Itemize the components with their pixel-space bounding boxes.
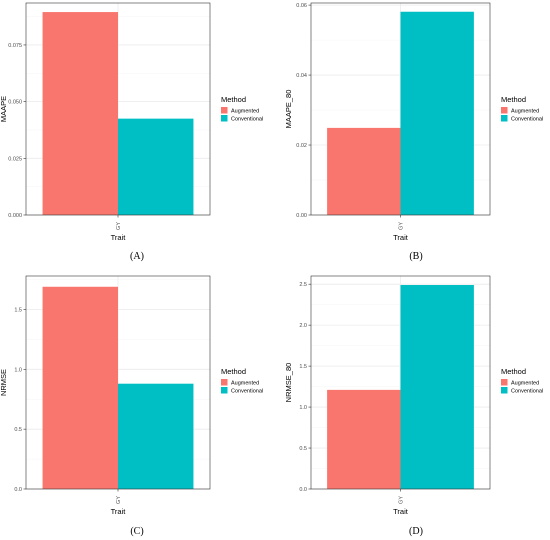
chart-panel-1: 0.000 0.025 0.050 0.075 GY Trait MAAPE Method Au… [0,2,263,262]
y-tick-label: 0.5 [14,427,22,433]
legend-key-augmented [501,107,508,114]
legend-title: Method [501,95,526,104]
bar-augmented [42,12,119,215]
bar-conventional [118,118,194,215]
x-axis-title: Trait [393,233,409,242]
legend-key-augmented [501,379,508,386]
legend-title: Method [221,367,246,376]
y-tick-label: 0.000 [8,213,22,219]
y-tick-label: 1.0 [299,405,307,411]
y-tick-label: 0.5 [299,446,307,452]
y-tick-label: 2.5 [299,282,307,288]
legend-key-augmented [221,107,228,114]
legend: Method Augmented Conventional [221,95,263,122]
panel-label: (B) [409,251,422,262]
y-tick-label: 2.0 [299,323,307,329]
x-tick-label: GY [116,222,122,230]
bar-augmented [327,389,401,489]
legend-key-conventional [221,115,228,122]
y-tick-label: 0.0 [299,487,307,493]
bar-conventional [400,11,474,215]
chart-panel-2: 0.00 0.02 0.04 0.06 GY Trait MAAPE_80 Method Aug… [284,2,543,262]
legend: Method Augmented Conventional [501,367,543,394]
legend-key-conventional [501,387,508,394]
x-tick-label: GY [116,496,122,504]
legend-label: Conventional [511,388,543,394]
panel-label: (D) [409,526,423,537]
legend-label: Conventional [511,116,543,122]
chart-panel-3: 0.0 0.5 1.0 1.5 GY Trait NRMSE Method Augmented C… [0,275,263,537]
x-axis-title: Trait [111,507,127,516]
legend-title: Method [221,95,246,104]
bar-conventional [118,383,194,489]
legend: Method Augmented Conventional [501,95,543,122]
y-tick-label: 1.0 [14,367,22,373]
bar-augmented [327,127,401,215]
x-tick-label: GY [399,222,405,230]
y-axis-title: MAAPE [0,96,8,122]
y-tick-label: 0.00 [296,213,307,219]
bar-augmented [42,286,119,489]
panel-label: (C) [130,526,143,537]
y-tick-label: 1.5 [299,364,307,370]
y-tick-label: 0.050 [8,100,22,106]
legend-key-conventional [501,115,508,122]
chart-panel-4: 0.0 0.5 1.0 1.5 2.0 2.5 GY Trait NRMSE_80 Method A… [284,275,543,537]
y-tick-label: 0.0 [14,487,22,493]
legend-label: Augmented [511,380,539,386]
y-axis-title: MAAPE_80 [284,90,293,129]
y-tick-label: 1.5 [14,308,22,314]
y-tick-label: 0.075 [8,43,22,49]
bar-conventional [400,285,474,489]
y-tick-label: 0.04 [296,73,307,79]
y-tick-label: 0.025 [8,156,22,162]
x-axis-title: Trait [393,507,409,516]
x-tick-label: GY [399,496,405,504]
legend-label: Conventional [231,116,263,122]
legend-title: Method [501,367,526,376]
x-axis-title: Trait [111,233,127,242]
y-axis-title: NRMSE_80 [284,363,293,403]
legend-label: Augmented [511,108,539,114]
y-tick-label: 0.06 [296,3,307,9]
y-axis-title: NRMSE [0,369,8,396]
legend-label: Augmented [231,108,259,114]
legend: Method Augmented Conventional [221,367,263,394]
legend-label: Augmented [231,380,259,386]
panel-label: (A) [130,251,144,262]
legend-label: Conventional [231,388,263,394]
y-tick-label: 0.02 [296,143,307,149]
legend-key-conventional [221,387,228,394]
legend-key-augmented [221,379,228,386]
